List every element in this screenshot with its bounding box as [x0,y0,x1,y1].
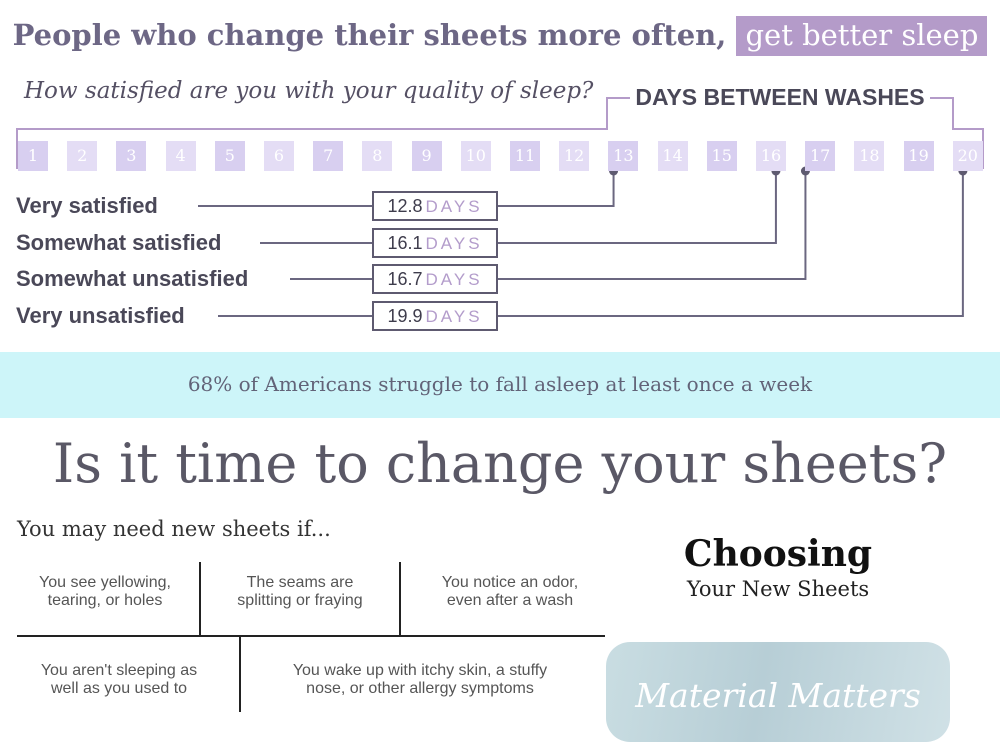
chart-canvas [16,97,984,317]
value-unit: DAYS [425,234,483,253]
headline: People who change their sheets more ofte… [0,16,1000,56]
value-label: 12.8 DAYS [372,191,498,221]
x-tick-label: 13 [608,141,639,171]
reason-allergy: You wake up with itchy skin, a stuffy no… [250,662,590,698]
reason-odor: You notice an odor, even after a wash [410,574,610,610]
may-need-heading: You may need new sheets if... [17,517,331,541]
value-number: 16.1 [387,233,423,253]
x-axis-label: DAYS BETWEEN WASHES [630,84,930,111]
x-tick-label: 4 [165,141,196,171]
stat-band [0,352,1000,418]
value-unit: DAYS [425,270,483,289]
value-connector [498,171,615,207]
x-tick-label: 18 [854,141,885,171]
x-tick-label: 3 [116,141,147,171]
connector-lines [198,171,964,317]
x-tick-label: 11 [510,141,540,171]
x-tick-label: 20 [952,141,983,171]
reason-line: You wake up with itchy skin, a stuffy [292,662,548,679]
value-connector [498,171,777,244]
reason-line: You aren't sleeping as [40,662,198,679]
x-tick-label: 6 [264,141,294,171]
material-matters-label: Material Matters [635,676,921,715]
value-label: 16.1 DAYS [372,228,498,258]
reason-line: nose, or other allergy symptoms [306,680,534,697]
reasons-grid-lines [17,562,605,712]
value-label: 16.7 DAYS [372,264,498,294]
reason-line: even after a wash [446,592,574,609]
choosing-subtitle: Your New Sheets [686,577,870,601]
x-tick-label: 1 [18,141,48,171]
x-tick-label: 2 [67,141,98,171]
x-tick-label: 9 [411,141,442,171]
reason-sleeping: You aren't sleeping as well as you used … [20,662,218,698]
reason-line: You notice an odor, [441,574,579,591]
value-number: 16.7 [387,269,423,289]
x-tick-label: 16 [756,141,786,171]
x-tick-label: 10 [460,141,491,171]
section-title: Is it time to change your sheets? [52,432,948,495]
x-tick-label: 7 [313,141,344,171]
x-tick-label: 17 [805,141,836,171]
category-label: Somewhat satisfied [16,230,222,255]
headline-text: People who change their sheets more ofte… [12,18,727,52]
x-tick-label: 8 [362,141,393,171]
stat-text: 68% of Americans struggle to fall asleep… [187,372,813,396]
y-axis-question: How satisfied are you with your quality … [24,78,594,104]
reason-line: well as you used to [50,680,188,697]
x-tick-label: 14 [657,141,688,171]
reason-yellowing: You see yellowing, tearing, or holes [20,574,190,610]
value-number: 19.9 [387,306,423,326]
x-tick-label: 12 [559,141,590,171]
reason-seams: The seams are splitting or fraying [205,574,395,610]
value-connector [498,171,964,317]
category-label: Somewhat unsatisfied [16,266,249,291]
choosing-title: Choosing [683,533,873,575]
x-tick-label: 15 [706,141,737,171]
value-unit: DAYS [425,197,483,216]
headline-highlight: get better sleep [736,16,988,56]
x-tick-label: 5 [214,141,245,171]
reason-line: splitting or fraying [237,592,363,609]
category-label: Very unsatisfied [16,303,185,328]
material-matters-card[interactable] [606,642,950,742]
reason-line: tearing, or holes [47,592,163,609]
reason-line: You see yellowing, [39,574,171,591]
x-tick-label: 19 [903,141,934,171]
value-connector [498,171,807,280]
category-label: Very satisfied [16,193,158,218]
value-label: 19.9 DAYS [372,301,498,331]
value-number: 12.8 [387,196,423,216]
reason-line: The seams are [246,574,354,591]
value-unit: DAYS [425,307,483,326]
